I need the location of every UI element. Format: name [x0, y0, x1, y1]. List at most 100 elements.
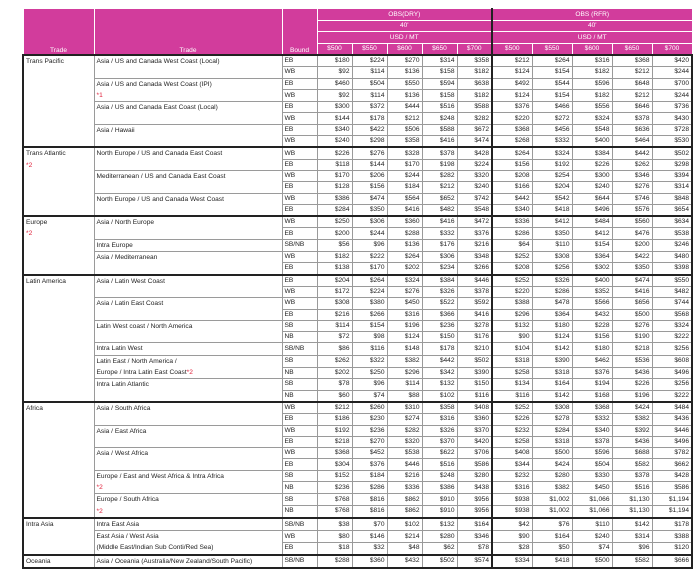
route-name: Europe / Intra Latin East Coast*2: [96, 369, 193, 377]
dry-rate-cell: $428: [456, 146, 493, 160]
dry-rate-cell: $622: [421, 447, 458, 460]
dry-rate-cell: $114: [386, 378, 423, 391]
rfr-rate-cell: $378: [611, 469, 653, 483]
rfr-rate-cell: $308: [531, 400, 573, 415]
rfr-rate-cell: $556: [571, 101, 613, 114]
table-row: Asia / Latin East Coast WB $308 $380 $450 $52…: [23, 297, 693, 321]
rfr-rate-cell: $336: [491, 215, 533, 229]
dry-rate-cell: $516: [421, 458, 458, 471]
rfr-rate-cell: $42: [491, 516, 533, 532]
dry-rate-cell: $92: [316, 89, 353, 103]
table-header: Trade Trade Bound OBS(DRY) OBS (RFR) 40'…: [22, 8, 693, 56]
rfr-rate-cell: $226: [571, 158, 613, 171]
dry-rate-cell: $350: [351, 203, 388, 217]
dry-rate-cell: $346: [456, 530, 493, 543]
dry-rate-cell: $182: [316, 251, 353, 264]
rfr-rate-cell: $90: [491, 530, 533, 543]
dry-rate-cell: $286: [351, 481, 388, 495]
dry-rate-cell: $248: [421, 112, 458, 125]
dry-rate-cell: $170: [316, 169, 353, 183]
dry-rate-cell: $218: [316, 435, 353, 449]
table-row: EB $200 $244 $288 $332 $376 $286 $350 $412 $476 $5…: [23, 227, 693, 240]
table-row: Asia / West Africa WB $368 $452 $538 $622 $706…: [23, 447, 693, 471]
dry-rate-cell: $216: [316, 308, 353, 321]
bound-cell: EB: [281, 541, 318, 556]
dry-rate-cell: $154: [351, 319, 388, 333]
table-row: Mediterranean / US and Canada East Coast…: [23, 169, 693, 194]
rfr-rate-cell: $134: [491, 378, 533, 391]
table-row: WB $92 $114 $136 $158 $182 $124 $154 $182 $212 $24…: [23, 66, 693, 79]
rfr-rate-cell: $378: [611, 112, 653, 125]
dry-rate-cell: $172: [316, 285, 353, 299]
route-name: Intra Europe: [96, 241, 133, 249]
table-row: EB $216 $266 $316 $366 $416 $296 $364 $432 $500 $5…: [23, 308, 693, 321]
dry-rate-cell: $446: [386, 458, 423, 471]
rfr-rate-cell: $220: [491, 285, 533, 299]
dry-rate-cell: $198: [421, 158, 458, 171]
rfr-rate-cell: $450: [571, 481, 613, 495]
dry-rate-cell: $210: [456, 342, 493, 356]
rfr-rate-cell: $142: [531, 389, 573, 403]
rfr-rate-cell: $318: [531, 366, 573, 380]
rfr-rate-cell: $746: [611, 192, 653, 205]
dry-rate-cell: $240: [456, 181, 493, 194]
dry-rate-cell: $316: [386, 308, 423, 321]
route-cell: Europe / South Africa *2: [93, 493, 283, 519]
dry-rate-cell: $444: [386, 101, 423, 114]
dry-rate-cell: $276: [386, 285, 423, 299]
dry-rate-cell: $460: [316, 77, 353, 91]
route-name: Asia / Latin East Coast: [96, 300, 164, 308]
table-row: Europe *2 Asia / North Europe WB $250 $306 $36…: [22, 215, 693, 276]
dry-title: OBS(DRY): [316, 8, 493, 21]
dry-rate-cell: $816: [351, 493, 388, 507]
rfr-rate-cell: $1,002: [531, 493, 573, 507]
dry-rate-cell: $376: [456, 227, 493, 240]
table-row: Africa Asia / South Africa WB $212 $260 $310 $…: [22, 400, 693, 519]
dry-price-level-header: $550: [351, 42, 388, 56]
dry-rate-cell: $366: [421, 308, 458, 321]
route-cell: Latin East / North America / Europe / Int…: [93, 354, 283, 380]
rfr-rate-cell: $384: [571, 146, 613, 160]
dry-rate-cell: $48: [386, 541, 423, 556]
rfr-rate-cell: $132: [491, 319, 533, 333]
dry-rate-cell: $146: [351, 530, 388, 543]
rfr-rate-cell: $496: [651, 366, 693, 380]
route-cell: Asia / Oceania (Australia/New Zealand/So…: [93, 553, 283, 570]
dry-rate-cell: $224: [351, 54, 388, 68]
bound-cell: WB: [281, 169, 318, 183]
rfr-rate-cell: $662: [651, 458, 693, 471]
rfr-rate-cell: $258: [491, 435, 533, 449]
rfr-rate-cell: $1,130: [611, 493, 653, 507]
dry-price-level-header: $600: [386, 42, 423, 56]
route-name: East Asia / West Asia: [96, 533, 159, 541]
rfr-rate-cell: $240: [571, 530, 613, 543]
dry-rate-cell: $178: [421, 342, 458, 356]
rfr-rate-cell: $252: [491, 400, 533, 415]
route-cell: Asia / US and Canada West Coast (IPI) *1: [93, 77, 283, 103]
rfr-rate-cell: $308: [531, 251, 573, 264]
table-row: Intra Asia Intra East Asia SB/NB $38 $70 $102…: [22, 516, 693, 556]
route-cell: Asia / South Africa: [93, 400, 283, 426]
rfr-rate-cell: $848: [651, 192, 693, 205]
rfr-rate-cell: $276: [611, 181, 653, 194]
rfr-rate-cell: $286: [491, 227, 533, 240]
dry-rate-cell: $522: [421, 297, 458, 310]
rfr-rate-cell: $332: [531, 135, 573, 148]
rfr-price-level-header: $700: [651, 42, 693, 56]
route-cell: Asia / US and Canada West Coast (Local): [93, 53, 283, 79]
rfr-rate-cell: $646: [611, 101, 653, 114]
dry-rate-cell: $594: [421, 77, 458, 91]
rfr-rate-cell: $204: [531, 181, 573, 194]
dry-rate-cell: $186: [316, 413, 353, 426]
dry-rate-cell: $202: [316, 366, 353, 380]
dry-rate-cell: $102: [386, 516, 423, 532]
route-name: Intra Latin Atlantic: [96, 381, 149, 389]
dry-rate-cell: $266: [456, 262, 493, 276]
rfr-rate-cell: $400: [571, 135, 613, 148]
rfr-rate-cell: $316: [491, 481, 533, 495]
rfr-rate-cell: $634: [651, 215, 693, 229]
dry-rate-cell: $150: [421, 331, 458, 344]
rfr-rate-cell: $164: [531, 378, 573, 391]
bound-cell: SB: [281, 493, 318, 507]
dry-rate-cell: $416: [456, 308, 493, 321]
